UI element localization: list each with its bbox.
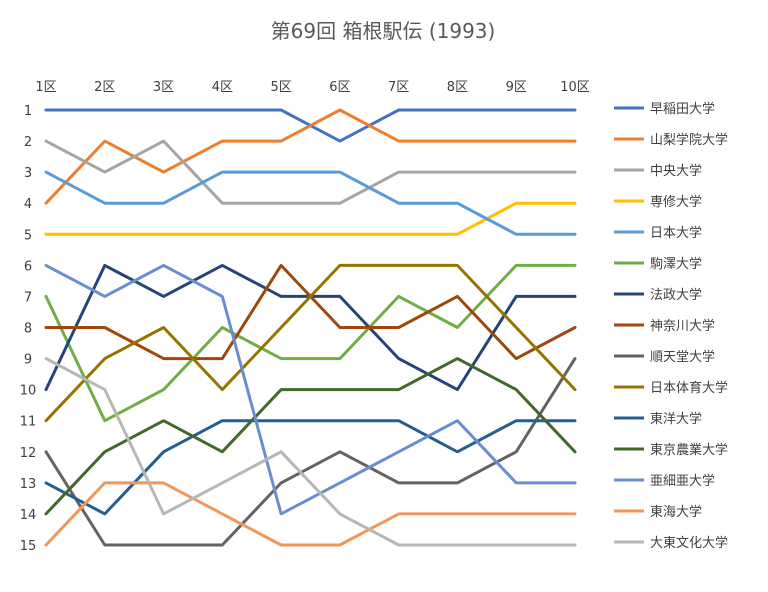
y-tick-label: 4 <box>24 197 32 212</box>
y-tick-label: 12 <box>20 446 37 461</box>
series-line-9 <box>44 357 577 547</box>
y-tick-label: 11 <box>20 415 37 430</box>
legend-label: 山梨学院大学 <box>650 132 728 148</box>
legend-label: 駒澤大学 <box>650 256 702 272</box>
series-line-6 <box>44 263 577 423</box>
legend-label: 中央大学 <box>650 163 702 179</box>
legend-label: 東洋大学 <box>650 411 702 427</box>
x-tick-label: 6区 <box>329 80 350 95</box>
x-tick-label: 9区 <box>506 80 527 95</box>
legend-label: 早稲田大学 <box>650 101 715 117</box>
y-tick-label: 6 <box>24 259 32 274</box>
series-line-8 <box>44 263 577 361</box>
legend-label: 大東文化大学 <box>650 535 728 551</box>
chart-title: 第69回 箱根駅伝 (1993) <box>271 19 496 43</box>
series-line-3 <box>44 139 577 205</box>
y-tick-label: 10 <box>20 384 37 399</box>
series-line-12 <box>44 357 577 516</box>
x-tick-label: 3区 <box>153 80 174 95</box>
series-line-2 <box>44 108 577 205</box>
legend-label: 東海大学 <box>650 504 702 520</box>
x-tick-label: 5区 <box>270 80 291 95</box>
legend: 早稲田大学山梨学院大学中央大学専修大学日本大学駒澤大学法政大学神奈川大学順天堂大… <box>614 101 728 551</box>
y-tick-label: 2 <box>24 135 32 150</box>
y-tick-label: 5 <box>24 228 32 243</box>
series-line-4 <box>44 201 577 236</box>
y-tick-label: 14 <box>20 508 37 523</box>
y-tick-label: 15 <box>20 539 37 554</box>
legend-label: 日本体育大学 <box>650 380 728 396</box>
x-tick-label: 7区 <box>388 80 409 95</box>
legend-label: 法政大学 <box>650 287 702 303</box>
series-line-10 <box>44 263 577 423</box>
legend-label: 順天堂大学 <box>650 349 715 365</box>
y-tick-label: 8 <box>24 322 32 337</box>
y-tick-label: 9 <box>24 353 32 368</box>
x-axis-ticks: 1区 2区 3区 4区 5区 6区 7区 8区 9区 10区 <box>35 80 589 95</box>
x-tick-label: 2区 <box>94 80 115 95</box>
x-tick-label: 8区 <box>447 80 468 95</box>
series-line-5 <box>44 170 577 236</box>
series-line-15 <box>44 357 577 547</box>
y-tick-label: 1 <box>24 104 32 119</box>
y-tick-label: 7 <box>24 290 32 305</box>
series-line-13 <box>44 263 577 516</box>
legend-label: 専修大学 <box>650 194 702 210</box>
y-tick-label: 3 <box>24 166 32 181</box>
legend-label: 日本大学 <box>650 225 702 241</box>
series-lines <box>44 108 577 547</box>
y-tick-label: 13 <box>20 477 37 492</box>
x-tick-label: 4区 <box>212 80 233 95</box>
x-tick-label: 1区 <box>35 80 56 95</box>
legend-label: 東京農業大学 <box>650 442 728 458</box>
legend-label: 神奈川大学 <box>650 318 715 334</box>
x-tick-label: 10区 <box>560 80 590 95</box>
legend-label: 亜細亜大学 <box>650 473 715 489</box>
series-line-14 <box>44 481 577 547</box>
